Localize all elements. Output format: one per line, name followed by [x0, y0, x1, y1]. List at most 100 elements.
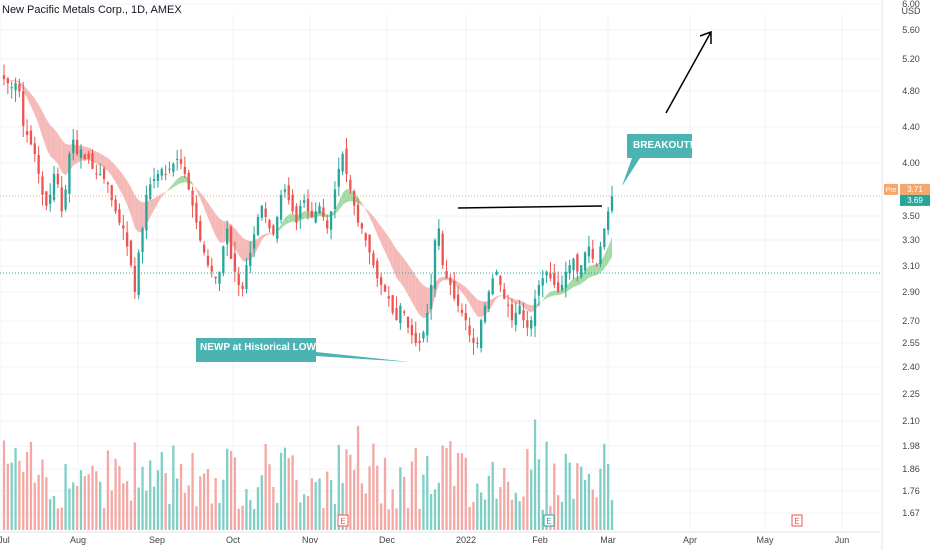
volume-bar [537, 459, 541, 530]
ribbon-segment [96, 151, 101, 166]
volume-bar [460, 453, 464, 530]
y-tick-label: 1.76 [902, 486, 920, 496]
annotation-breakout: BREAKOUT! [633, 140, 693, 151]
ribbon-segment [392, 243, 397, 278]
candle-body [595, 264, 598, 266]
ribbon-segment [27, 89, 31, 107]
candle-body [268, 220, 271, 229]
candle-body [391, 295, 394, 313]
candle-body [179, 159, 183, 164]
volume-bar [87, 474, 90, 530]
ribbon-segment [284, 214, 289, 226]
volume-bar [64, 463, 67, 530]
volume-bar [356, 425, 360, 530]
volume-bar [310, 478, 314, 530]
volume-bar [580, 466, 583, 530]
volume-bar [45, 477, 48, 530]
ribbon-segment [361, 203, 366, 210]
candle-body [395, 308, 398, 321]
ribbon-segment [423, 285, 428, 319]
candle-body [110, 185, 113, 201]
ribbon-segment [373, 216, 378, 235]
candle-body [514, 312, 517, 326]
candle-body [337, 168, 340, 187]
premarket-price: 3.71 [907, 185, 923, 194]
candle-body [476, 342, 479, 344]
ribbon-segment [138, 200, 143, 233]
volume-bar [291, 455, 294, 530]
y-tick-label: 1.98 [902, 441, 920, 451]
volume-bar [422, 474, 425, 530]
candle-body [495, 271, 498, 275]
volume-bar [322, 507, 325, 530]
candle-body [433, 240, 437, 289]
candle-body [522, 310, 525, 321]
volume-bar [306, 495, 310, 530]
candle-body [306, 198, 310, 212]
candle-body [410, 325, 414, 336]
volume-bar [595, 497, 598, 530]
candle-body [530, 320, 533, 329]
y-tick-label: 3.10 [902, 261, 920, 271]
volume-bar [2, 440, 6, 530]
ribbon-segment [130, 187, 135, 229]
volume-bar [276, 502, 279, 530]
volume-bar [483, 499, 487, 530]
candle-body [187, 172, 190, 190]
candle-body [214, 276, 217, 279]
ribbon-segment [204, 197, 208, 218]
candle-body [237, 273, 240, 285]
ribbon-segment [54, 129, 58, 164]
ribbon-segment [46, 118, 51, 157]
candle-body [533, 298, 537, 327]
ribbon-segment [365, 208, 370, 218]
volume-bar [110, 490, 113, 530]
breakout-arrow [665, 31, 712, 114]
ribbon-segment [546, 291, 551, 299]
volume-bar [99, 481, 102, 530]
ribbon-segment [288, 213, 293, 223]
candle-body [429, 284, 433, 309]
x-tick-label: Nov [302, 535, 319, 545]
y-tick-label: 4.80 [902, 86, 920, 96]
candle-body [541, 278, 544, 286]
candle-body [129, 240, 133, 266]
y-tick-label: 5.60 [902, 25, 920, 35]
candle-body [556, 282, 560, 292]
candlesticks [2, 64, 614, 355]
candle-body [406, 317, 410, 328]
volume-bar [610, 499, 614, 530]
candle-body [14, 83, 17, 91]
volume-bar [172, 445, 175, 530]
ribbon-segment [338, 192, 343, 211]
volume-bar [326, 471, 329, 530]
volume-bar [379, 503, 383, 530]
ribbon-segment [538, 300, 543, 306]
ribbon-segment [381, 226, 385, 252]
ribbon-segment [181, 175, 185, 184]
volume-bar [68, 488, 71, 530]
volume-bar [302, 494, 306, 530]
volume-bars [2, 419, 614, 530]
volume-bar [499, 487, 502, 530]
ribbon-segment [388, 237, 393, 269]
premarket-label: Pre [886, 187, 897, 194]
candle-body [560, 284, 564, 291]
volume-bar [18, 460, 21, 530]
volume-bar [406, 507, 410, 530]
volume-bar [79, 470, 83, 530]
volume-bar [145, 490, 148, 530]
candle-body [418, 340, 421, 343]
volume-bar [418, 508, 421, 530]
candle-body [52, 173, 56, 200]
ribbon-segment [219, 218, 224, 243]
volume-bar [606, 463, 610, 530]
earnings-marker [543, 514, 555, 527]
volume-bar [587, 473, 591, 530]
ribbon-segment [550, 290, 555, 297]
volume-bar [568, 462, 571, 530]
candle-body [206, 255, 210, 266]
y-tick-label: 1.67 [902, 508, 920, 518]
volume-bar [237, 508, 240, 530]
